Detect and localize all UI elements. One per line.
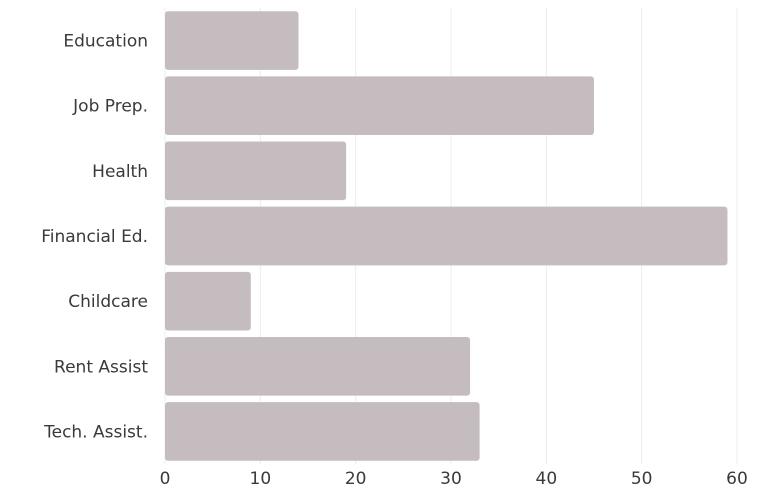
category-label: Health [92, 162, 148, 182]
x-tick-label: 20 [345, 469, 367, 486]
bar-childcare [165, 271, 251, 331]
bar-financial-ed [165, 206, 728, 266]
category-label: Financial Ed. [41, 227, 148, 247]
bar-rent-assist [165, 336, 471, 396]
category-labels: Education Job Prep. Health Financial Ed. Chi… [41, 32, 148, 443]
category-label: Childcare [68, 292, 148, 312]
bar-education [165, 11, 299, 70]
bars [165, 11, 728, 461]
x-tick-label: 10 [250, 469, 272, 486]
category-label: Education [63, 32, 148, 52]
x-tick-label: 30 [440, 469, 462, 486]
x-axis-tick-labels: 0 10 20 30 40 50 60 [160, 469, 748, 486]
category-label: Job Prep. [72, 97, 148, 117]
bar-job-prep [165, 76, 594, 136]
x-tick-label: 50 [631, 469, 653, 486]
bar-tech-assist [165, 402, 480, 461]
x-tick-label: 60 [726, 469, 748, 486]
x-tick-label: 0 [160, 469, 171, 486]
x-tick-label: 40 [536, 469, 558, 486]
bar-health [165, 141, 347, 201]
category-label: Tech. Assist. [43, 422, 148, 442]
category-label: Rent Assist [54, 357, 148, 377]
